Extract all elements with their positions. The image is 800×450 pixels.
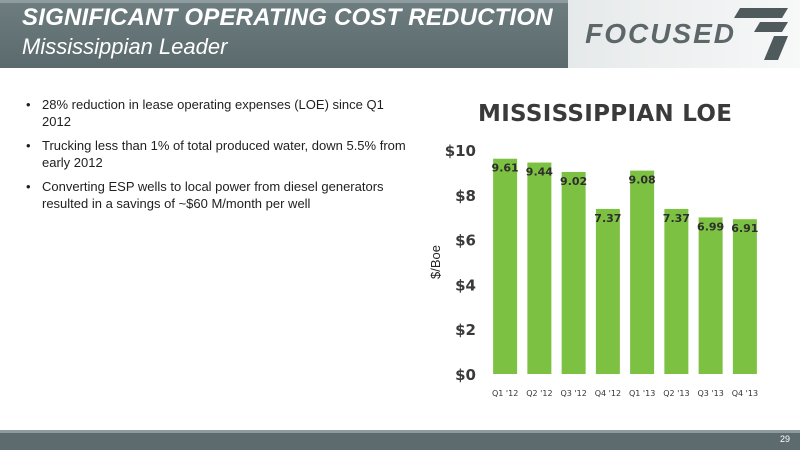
data-label: 9.08 <box>629 174 656 187</box>
x-tick-label: Q3 '13 <box>697 389 723 398</box>
company-logo-icon <box>734 8 788 60</box>
bar <box>595 208 620 374</box>
bar <box>698 217 723 374</box>
x-tick-label: Q2 '13 <box>663 389 689 398</box>
footer-stripe <box>0 430 800 433</box>
y-tick-label: $8 <box>455 187 476 205</box>
x-tick-label: Q4 '12 <box>595 389 621 398</box>
data-label: 7.37 <box>663 212 690 225</box>
logo-panel: FOCUSED <box>568 0 800 68</box>
x-tick-label: Q4 '13 <box>732 389 758 398</box>
y-tick-label: $6 <box>455 232 476 250</box>
page-number: 29 <box>779 434 790 444</box>
data-label: 9.61 <box>492 162 519 175</box>
header-bar: SIGNIFICANT OPERATING COST REDUCTION Mis… <box>0 0 800 68</box>
x-tick-label: Q3 '12 <box>560 389 586 398</box>
data-label: 6.91 <box>731 222 758 235</box>
loe-bar-chart: $/Boe $0 $2 $4 $6 $8 $10 9.61 Q1 '12 9.44 Q2 '12 9.… <box>428 142 758 398</box>
data-label: 9.02 <box>560 175 587 188</box>
x-tick-label: Q1 '12 <box>492 389 518 398</box>
y-tick-label: $4 <box>455 276 476 294</box>
bar <box>630 170 655 374</box>
bullet-item: Converting ESP wells to local power from… <box>26 178 406 212</box>
x-tick-label: Q1 '13 <box>629 389 655 398</box>
y-tick-label: $2 <box>455 321 476 339</box>
bullet-item: Trucking less than 1% of total produced … <box>26 137 406 171</box>
bar <box>664 208 689 374</box>
y-axis-label: $/Boe <box>428 245 443 279</box>
x-tick-label: Q2 '12 <box>526 389 552 398</box>
bar <box>561 171 586 374</box>
data-label: 6.99 <box>697 220 724 233</box>
bar <box>493 158 518 374</box>
y-tick-label: $0 <box>455 366 476 384</box>
page-title: SIGNIFICANT OPERATING COST REDUCTION <box>22 4 553 31</box>
bullet-list: 28% reduction in lease operating expense… <box>26 96 406 219</box>
bar <box>527 162 552 374</box>
company-logo-text: FOCUSED <box>585 18 736 49</box>
bullet-item: 28% reduction in lease operating expense… <box>26 96 406 130</box>
data-label: 7.37 <box>594 212 621 225</box>
header-stripe <box>0 0 800 3</box>
data-label: 9.44 <box>526 166 553 179</box>
footer-bar: 29 <box>0 430 800 450</box>
y-tick-label: $10 <box>445 142 476 160</box>
bar <box>732 219 757 374</box>
chart-title: MISSISSIPPIAN LOE <box>478 101 733 127</box>
page-subtitle: Mississippian Leader <box>22 34 228 59</box>
